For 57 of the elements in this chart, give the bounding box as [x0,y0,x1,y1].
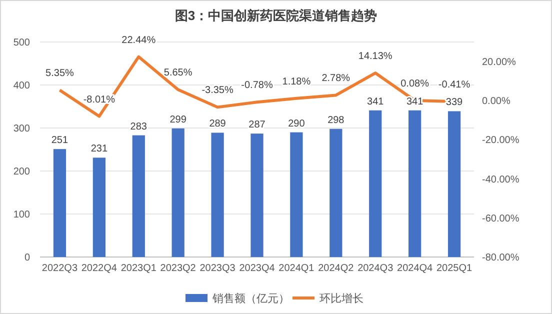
y-tick-label: 0 [24,252,30,264]
bar [92,158,106,257]
y2-tick-label: -40.00% [482,174,520,186]
x-tick-label: 2025Q1 [436,263,472,274]
x-tick-label: 2022Q3 [42,263,78,274]
x-tick-label: 2024Q3 [358,263,394,274]
data-label: -0.78% [241,80,273,92]
bar [211,132,224,257]
data-label: 5.65% [164,68,192,79]
legend-label: 环比增长 [320,292,364,305]
bar [448,111,461,257]
data-label: 2.78% [322,73,350,84]
x-tick-label: 2024Q2 [318,263,354,274]
x-tick-label: 2023Q1 [120,263,157,274]
legend-label: 销售额（亿元） [212,292,290,305]
x-tick-label: 2024Q1 [278,263,315,274]
data-label: 251 [51,135,69,146]
x-tick-label: 2023Q3 [200,263,236,274]
y-tick-label: 400 [13,80,30,92]
data-label: 5.35% [46,68,74,80]
x-tick-label: 2022Q4 [81,263,118,274]
y2-tick-label: 0.00% [482,96,510,108]
x-tick-label: 2024Q4 [397,263,434,274]
data-label: 341 [367,96,384,108]
data-label: 14.13% [358,51,392,62]
bar [330,128,342,257]
bar [172,128,184,257]
data-label: 289 [209,118,226,130]
data-label: 22.44% [122,34,156,46]
data-label: 287 [248,120,266,131]
y-tick-label: 500 [13,38,30,48]
y2-tick-label: -80.00% [482,252,520,264]
bar [132,135,145,257]
chart-title: 图3：中国创新药医院渠道销售趋势 [174,8,378,23]
data-label: 231 [90,144,108,155]
y2-tick-label: 20.00% [482,57,516,68]
data-label: -0.41% [438,79,470,90]
bar [53,149,66,257]
y2-tick-label: -60.00% [482,213,520,224]
y-tick-label: 200 [13,166,30,178]
data-label: 290 [288,118,306,130]
data-label: 0.08% [400,78,430,90]
data-label: 339 [446,97,464,108]
y-tick-label: 100 [13,210,30,220]
bar [250,134,264,257]
data-label: 299 [170,114,187,126]
y-tick-label: 300 [13,124,30,134]
x-tick-label: 2023Q4 [239,263,276,274]
bar [369,110,382,257]
data-label: 283 [130,121,148,132]
data-label: 1.18% [282,76,311,88]
x-tick-label: 2023Q2 [160,263,196,274]
data-label: -3.35% [202,85,234,96]
bar [290,132,303,257]
data-label: 298 [328,114,345,126]
y2-tick-label: -20.00% [482,135,520,146]
bar [408,110,422,257]
